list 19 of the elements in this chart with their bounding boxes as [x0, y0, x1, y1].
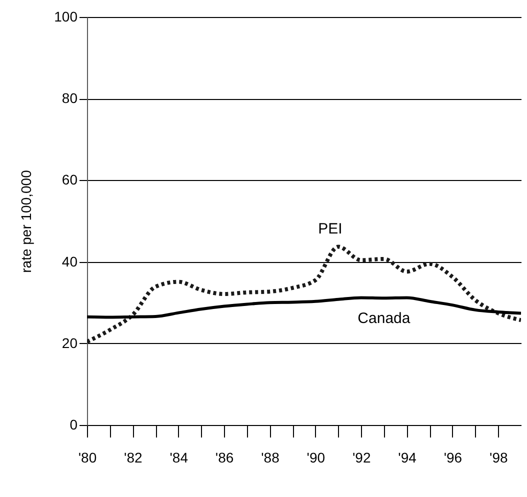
x-tick-label: '84 — [170, 450, 188, 466]
y-tick-label: 0 — [70, 416, 78, 432]
x-tick-label: '94 — [398, 450, 417, 466]
x-tick-label: '98 — [490, 450, 508, 466]
x-tick-label: '82 — [124, 450, 143, 466]
y-tick-label: 20 — [62, 334, 78, 351]
series-label: PEI — [318, 220, 342, 238]
y-tick-label: 40 — [62, 253, 78, 270]
y-tick-label: 80 — [62, 90, 78, 106]
y-tick-label: 100 — [54, 8, 78, 24]
x-tick-label: '96 — [444, 450, 462, 466]
series-label: Canada — [358, 310, 411, 328]
y-axis-title: rate per 100,000 — [18, 170, 34, 273]
x-tick-label: '88 — [261, 450, 280, 466]
y-tick-label: 60 — [62, 172, 78, 188]
x-tick-label: '92 — [352, 450, 371, 466]
x-tick-label: '86 — [215, 450, 234, 466]
x-tick-label: '90 — [306, 450, 326, 466]
x-tick-label: '80 — [78, 450, 97, 466]
